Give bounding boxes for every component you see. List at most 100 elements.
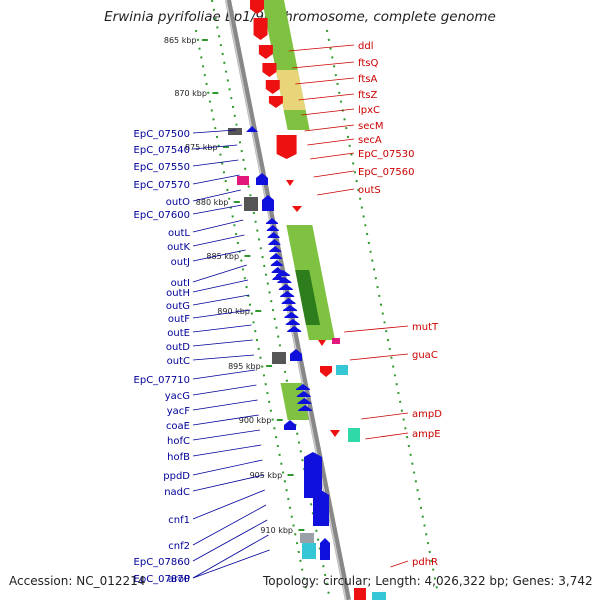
- label-leader-line: [192, 369, 256, 380]
- gene-label-left: outJ: [171, 257, 190, 268]
- reverse-gene: [276, 135, 297, 159]
- gene-label-left: EpC_07570: [134, 180, 190, 191]
- forward-gene: [267, 232, 280, 238]
- forward-gene: [320, 538, 330, 560]
- genome-summary-text: Topology: circular; Length: 4,026,322 bp…: [263, 574, 593, 588]
- label-leader-line: [192, 444, 262, 457]
- gene-label-right: guaC: [412, 350, 438, 361]
- gene-label-left: outO: [166, 197, 190, 208]
- gene-label-left: outE: [167, 328, 190, 339]
- kbp-tick-label: 895 kbp: [228, 362, 261, 371]
- gene-label-left: EpC_07710: [134, 375, 190, 386]
- label-leader-line: [344, 325, 409, 333]
- label-leader-line: [192, 174, 240, 185]
- label-leader-line: [192, 384, 257, 396]
- reverse-gene: [265, 80, 280, 94]
- forward-gene: [276, 270, 290, 276]
- kbp-tick-label: 875 kbp: [185, 143, 218, 152]
- gene-label-left: outH: [166, 288, 190, 299]
- gene-label-left: outI: [171, 278, 190, 289]
- gene-label-right: ftsQ: [358, 58, 378, 69]
- forward-gene: [266, 225, 279, 231]
- gene-label-left: outD: [166, 342, 190, 353]
- gene-label-right: outS: [358, 185, 381, 196]
- gene-block: [272, 352, 286, 364]
- label-leader-line: [301, 108, 355, 116]
- label-leader-line: [298, 93, 355, 101]
- reverse-gene: [262, 63, 277, 77]
- label-leader-line: [365, 432, 409, 440]
- label-leader-line: [313, 170, 355, 178]
- gene-label-right: ddl: [358, 41, 373, 52]
- reverse-gene: [354, 588, 366, 600]
- forward-gene: [296, 384, 310, 390]
- forward-gene: [270, 253, 282, 259]
- forward-gene: [284, 420, 296, 430]
- gene-label-right: pdhR: [412, 557, 438, 568]
- accession-text: Accession: NC_012214: [9, 574, 146, 588]
- label-leader-line: [310, 152, 355, 160]
- gene-label-right: ftsA: [358, 74, 377, 85]
- gc-plot-band: [275, 70, 306, 110]
- reverse-gene: [253, 18, 268, 40]
- label-leader-line: [192, 459, 263, 476]
- map-title: Erwinia pyrifoliae Ep1/96 chromosome, co…: [104, 9, 496, 25]
- forward-gene: [268, 239, 281, 245]
- gene-label-left: coaE: [166, 421, 190, 432]
- label-leader-line: [192, 339, 253, 347]
- forward-gene: [262, 195, 274, 211]
- ruler-line: [325, 29, 439, 591]
- label-leader-line: [192, 219, 244, 233]
- kbp-tick-label: 910 kbp: [260, 526, 293, 535]
- gene-label-left: cnf2: [168, 541, 190, 552]
- kbp-tick-label: 865 kbp: [164, 36, 197, 45]
- gene-label-left: aroP: [168, 574, 190, 585]
- forward-gene: [256, 173, 268, 185]
- forward-gene: [285, 319, 300, 325]
- label-leader-line: [192, 324, 252, 333]
- gene-label-left: outK: [167, 242, 190, 253]
- forward-gene: [296, 391, 311, 397]
- kbp-tick-label: 880 kbp: [196, 198, 229, 207]
- forward-gene: [290, 349, 302, 361]
- gene-block: [336, 365, 348, 375]
- gene-label-left: outC: [167, 356, 190, 367]
- label-leader-line: [390, 560, 409, 568]
- gene-label-left: EpC_07860: [134, 557, 190, 568]
- forward-gene: [304, 452, 322, 498]
- label-leader-line: [192, 504, 267, 546]
- reverse-gene: [258, 45, 273, 59]
- label-leader-line: [192, 474, 264, 492]
- label-leader-line: [192, 429, 261, 441]
- label-leader-line: [192, 294, 250, 306]
- gene-label-left: hofB: [167, 452, 190, 463]
- gene-label-right: secM: [358, 121, 384, 132]
- label-leader-line: [307, 138, 355, 146]
- label-leader-line: [192, 129, 237, 134]
- label-leader-line: [192, 414, 259, 426]
- reverse-gene: [250, 0, 264, 14]
- kbp-tick-label: 890 kbp: [217, 307, 250, 316]
- forward-gene: [298, 405, 313, 411]
- gene-label-left: outF: [168, 314, 190, 325]
- gene-block: [237, 176, 249, 185]
- gene-label-left: yacG: [165, 391, 190, 402]
- reverse-gene: [320, 366, 332, 377]
- gene-label-left: nadC: [164, 487, 190, 498]
- forward-gene: [266, 218, 278, 224]
- reverse-gene: [292, 206, 302, 212]
- label-leader-line: [192, 249, 246, 262]
- label-leader-line: [192, 189, 241, 202]
- label-leader-line: [192, 354, 255, 361]
- label-leader-line: [192, 159, 239, 167]
- gene-label-left: EpC_07540: [134, 145, 190, 156]
- label-leader-line: [192, 279, 249, 293]
- gene-block: [228, 128, 242, 135]
- label-leader-line: [192, 489, 265, 520]
- gene-label-left: EpC_07500: [134, 129, 190, 140]
- gc-plot-band: [295, 270, 321, 325]
- label-leader-line: [192, 549, 270, 579]
- forward-gene: [287, 326, 302, 332]
- kbp-tick-label: 870 kbp: [174, 89, 207, 98]
